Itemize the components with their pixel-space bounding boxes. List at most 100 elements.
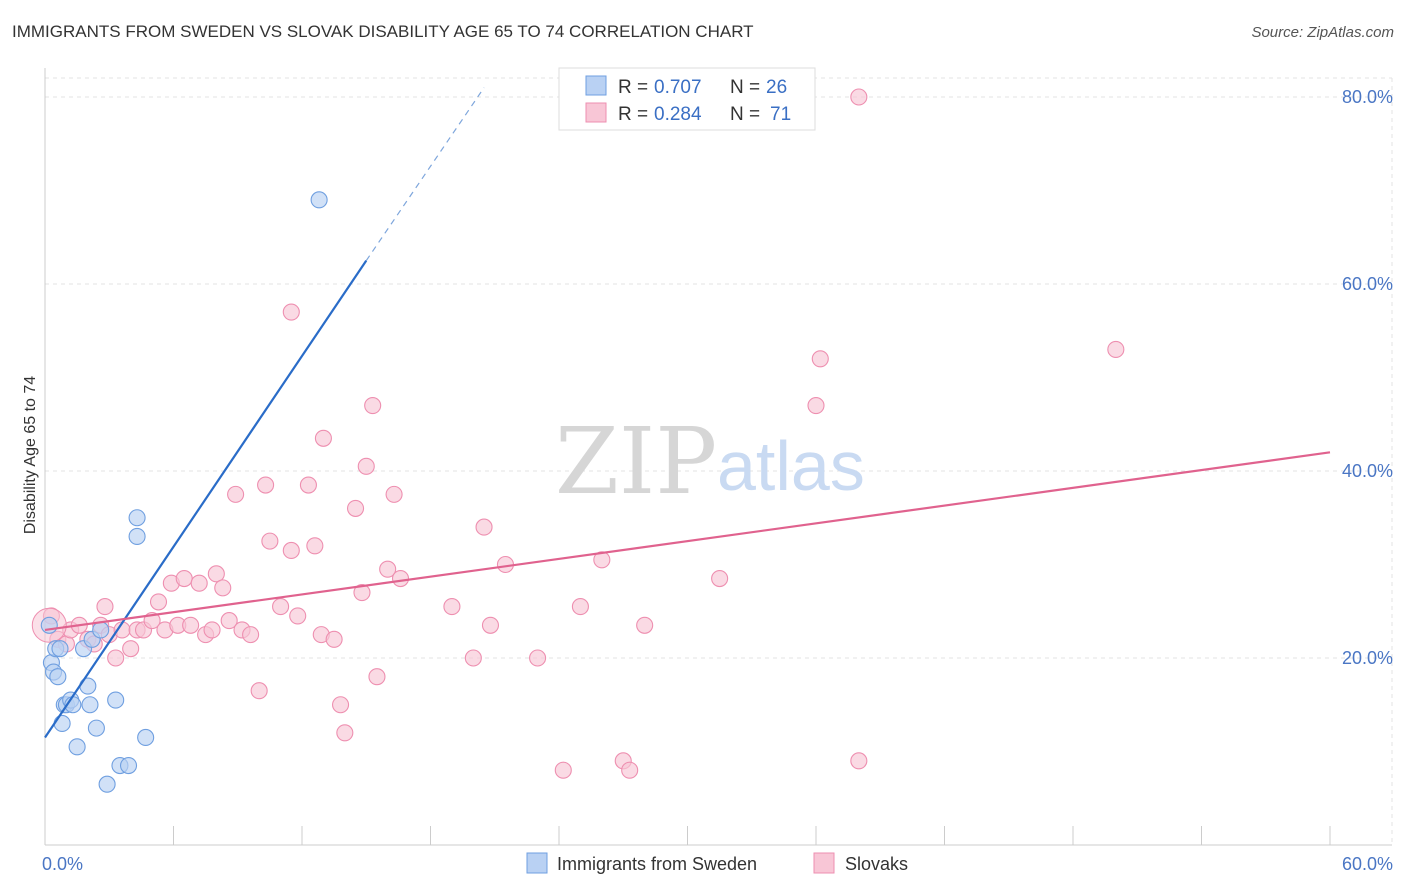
y-tick-labels: 20.0% 40.0% 60.0% 80.0% — [1342, 87, 1393, 668]
point-sweden — [87, 719, 105, 737]
point-slovaks — [149, 593, 168, 611]
point-slovaks — [850, 752, 868, 770]
legend-r-label-slovaks: R = — [618, 104, 648, 125]
point-slovaks — [175, 569, 193, 588]
point-slovaks — [331, 696, 350, 714]
x-tick-labels: 0.0% 60.0% — [42, 854, 1393, 874]
point-slovaks — [364, 396, 382, 415]
x-tick-label: 0.0% — [42, 854, 83, 874]
point-slovaks — [621, 761, 639, 779]
point-slovaks — [282, 303, 300, 321]
bottom-legend-swatch-sweden — [526, 852, 548, 874]
bottom-legend: Immigrants from Sweden Slovaks — [526, 852, 908, 874]
bottom-legend-label-slovaks: Slovaks — [845, 854, 908, 874]
source-label: Source: ZipAtlas.com — [1251, 24, 1394, 41]
point-slovaks — [207, 565, 225, 583]
x-tick-label: 60.0% — [1342, 854, 1393, 874]
point-slovaks — [379, 560, 397, 578]
point-slovaks — [336, 724, 354, 742]
series-sweden-points — [40, 191, 328, 793]
point-sweden — [68, 738, 86, 756]
point-slovaks — [464, 649, 482, 667]
point-slovaks — [325, 630, 343, 648]
point-slovaks — [711, 569, 729, 588]
legend-r-label-sweden: R = — [618, 77, 648, 98]
point-slovaks — [257, 476, 275, 494]
point-slovaks — [811, 350, 829, 368]
legend-n-label-sweden: N = — [730, 77, 760, 98]
bottom-legend-label-sweden: Immigrants from Sweden — [557, 854, 757, 874]
point-slovaks — [481, 616, 500, 634]
point-sweden — [53, 714, 71, 733]
point-slovaks — [289, 607, 307, 625]
y-tick-label: 80.0% — [1342, 87, 1393, 107]
point-slovaks — [96, 598, 114, 616]
point-slovaks — [250, 682, 268, 700]
point-slovaks — [203, 621, 221, 639]
point-slovaks — [529, 649, 547, 667]
point-sweden — [49, 668, 67, 686]
point-slovaks — [299, 476, 317, 494]
point-slovaks — [227, 485, 245, 503]
chart-title: IMMIGRANTS FROM SWEDEN VS SLOVAK DISABIL… — [12, 22, 754, 41]
point-slovaks — [214, 579, 232, 597]
watermark-zip: ZIP — [555, 408, 717, 515]
point-slovaks — [1107, 340, 1125, 359]
point-sweden — [119, 756, 138, 775]
point-slovaks — [357, 457, 375, 475]
point-sweden — [92, 621, 110, 639]
trend-line-slovaks — [44, 451, 1331, 632]
bottom-legend-swatch-slovaks — [813, 852, 835, 874]
point-slovaks — [282, 541, 300, 560]
trend-line-sweden — [44, 260, 368, 739]
legend-r-value-slovaks: 0.284 — [654, 104, 702, 125]
trend-lines — [44, 87, 1331, 739]
point-slovaks — [385, 485, 403, 503]
point-slovaks — [314, 429, 332, 447]
legend-n-value-slovaks: 71 — [770, 104, 791, 125]
legend-r-value-sweden: 0.707 — [654, 77, 702, 98]
point-slovaks — [391, 569, 410, 588]
point-sweden — [40, 616, 58, 634]
legend-n-label-slovaks: N = — [730, 104, 760, 125]
point-slovaks — [122, 640, 140, 658]
point-slovaks — [306, 537, 324, 555]
point-sweden — [98, 775, 116, 793]
point-slovaks — [368, 668, 386, 686]
point-slovaks — [554, 761, 572, 779]
y-axis-label: Disability Age 65 to 74 — [22, 376, 39, 534]
y-tick-label: 60.0% — [1342, 274, 1393, 294]
point-sweden — [310, 191, 328, 209]
point-sweden — [51, 640, 69, 658]
point-slovaks — [443, 598, 461, 616]
point-slovaks — [272, 598, 290, 616]
point-slovaks — [807, 396, 825, 415]
point-slovaks — [571, 598, 589, 616]
point-slovaks — [593, 551, 611, 569]
point-slovaks — [346, 499, 365, 517]
point-sweden — [128, 509, 146, 527]
point-slovaks — [261, 532, 279, 550]
point-slovaks — [636, 616, 654, 634]
point-sweden — [107, 691, 125, 709]
point-sweden — [128, 527, 146, 546]
point-slovaks — [850, 88, 868, 106]
legend-n-value-sweden: 26 — [766, 77, 787, 98]
point-slovaks — [475, 518, 493, 536]
legend-swatch-sweden — [585, 75, 607, 96]
point-slovaks — [182, 616, 200, 634]
y-tick-label: 40.0% — [1342, 461, 1393, 481]
point-slovaks — [242, 626, 260, 644]
point-slovaks — [353, 583, 371, 602]
y-tick-label: 20.0% — [1342, 648, 1393, 668]
top-legend: R = 0.707 N = 26 R = 0.284 N = 71 — [558, 67, 816, 131]
point-sweden — [137, 728, 155, 747]
point-slovaks — [190, 574, 208, 592]
point-slovaks — [107, 649, 125, 667]
legend-swatch-slovaks — [585, 102, 607, 123]
point-sweden — [81, 696, 99, 714]
watermark: ZIP atlas — [555, 408, 865, 515]
trend-line-sweden-extension — [365, 87, 485, 261]
axes — [44, 68, 1392, 846]
